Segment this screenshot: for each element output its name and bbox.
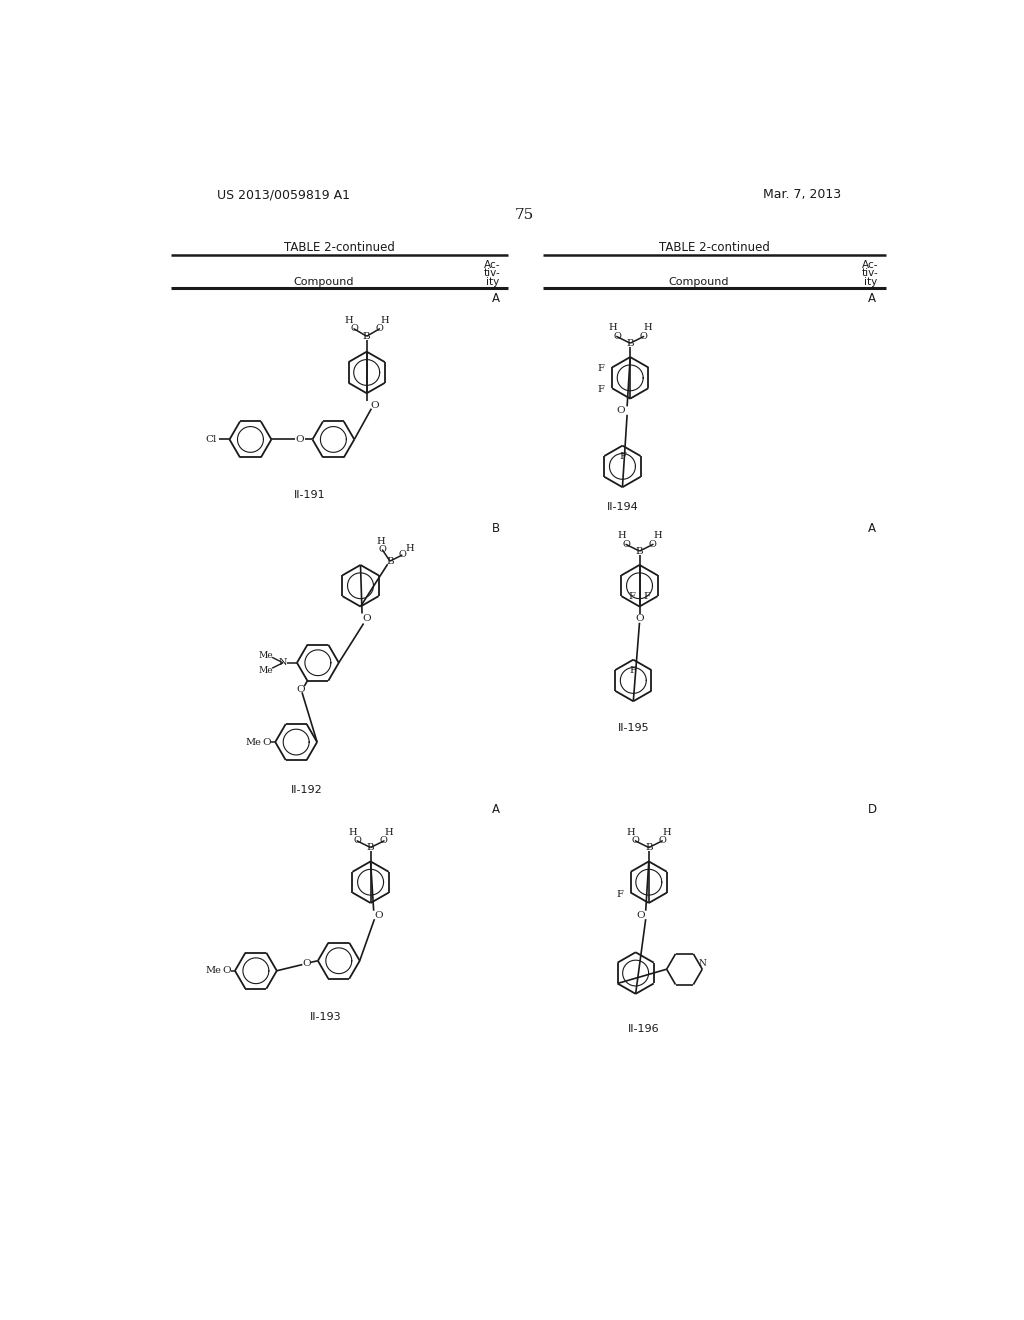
- Text: A: A: [868, 521, 876, 535]
- Text: O: O: [623, 540, 630, 549]
- Text: O: O: [635, 614, 644, 623]
- Text: Me: Me: [259, 651, 273, 660]
- Text: tiv-: tiv-: [484, 268, 501, 279]
- Text: F: F: [598, 385, 604, 395]
- Text: D: D: [867, 803, 877, 816]
- Text: O: O: [296, 436, 304, 444]
- Text: A: A: [493, 292, 500, 305]
- Text: ity: ity: [485, 277, 499, 286]
- Text: N: N: [698, 958, 707, 968]
- Text: H: H: [380, 315, 389, 325]
- Text: Mar. 7, 2013: Mar. 7, 2013: [763, 187, 841, 201]
- Text: F: F: [598, 364, 604, 374]
- Text: O: O: [616, 407, 626, 416]
- Text: O: O: [262, 738, 271, 747]
- Text: ity: ity: [864, 277, 878, 286]
- Text: Me: Me: [206, 966, 221, 975]
- Text: H: H: [627, 828, 635, 837]
- Text: O: O: [353, 836, 361, 845]
- Text: O: O: [613, 331, 621, 341]
- Text: O: O: [302, 960, 310, 969]
- Text: N: N: [279, 659, 288, 667]
- Text: O: O: [362, 614, 371, 623]
- Text: O: O: [658, 836, 666, 845]
- Text: Ac-: Ac-: [862, 260, 879, 269]
- Text: A: A: [868, 292, 876, 305]
- Text: F: F: [630, 667, 637, 675]
- Text: H: H: [663, 828, 671, 837]
- Text: B: B: [493, 521, 500, 535]
- Text: H: H: [644, 323, 652, 333]
- Text: O: O: [296, 685, 305, 694]
- Text: B: B: [367, 843, 375, 851]
- Text: O: O: [380, 836, 388, 845]
- Text: B: B: [362, 331, 371, 341]
- Text: O: O: [632, 836, 640, 845]
- Text: Compound: Compound: [294, 277, 354, 286]
- Text: F: F: [643, 591, 650, 601]
- Text: II-191: II-191: [294, 490, 326, 500]
- Text: O: O: [378, 545, 386, 554]
- Text: US 2013/0059819 A1: US 2013/0059819 A1: [217, 187, 350, 201]
- Text: F: F: [620, 451, 626, 461]
- Text: O: O: [370, 401, 379, 411]
- Text: F: F: [616, 890, 624, 899]
- Text: O: O: [350, 325, 358, 333]
- Text: F: F: [629, 591, 636, 601]
- Text: O: O: [649, 540, 656, 549]
- Text: Me: Me: [259, 667, 273, 675]
- Text: O: O: [375, 325, 383, 333]
- Text: H: H: [617, 531, 626, 540]
- Text: Ac-: Ac-: [484, 260, 501, 269]
- Text: O: O: [374, 911, 383, 920]
- Text: H: H: [348, 828, 357, 837]
- Text: H: H: [384, 828, 393, 837]
- Text: Compound: Compound: [669, 277, 729, 286]
- Text: B: B: [636, 546, 643, 556]
- Text: O: O: [398, 550, 407, 560]
- Text: 75: 75: [515, 207, 535, 222]
- Text: II-192: II-192: [291, 785, 323, 795]
- Text: Me: Me: [246, 738, 261, 747]
- Text: II-196: II-196: [628, 1023, 659, 1034]
- Text: H: H: [344, 315, 353, 325]
- Text: O: O: [222, 966, 230, 975]
- Text: H: H: [377, 537, 385, 545]
- Text: II-194: II-194: [606, 502, 638, 512]
- Text: O: O: [639, 331, 647, 341]
- Text: B: B: [645, 843, 652, 851]
- Text: Cl: Cl: [205, 436, 217, 444]
- Text: H: H: [406, 544, 414, 553]
- Text: TABLE 2-continued: TABLE 2-continued: [284, 242, 394, 255]
- Text: H: H: [608, 323, 616, 333]
- Text: II-193: II-193: [310, 1012, 341, 1022]
- Text: II-195: II-195: [617, 723, 649, 733]
- Text: B: B: [386, 557, 394, 565]
- Text: B: B: [627, 339, 634, 347]
- Text: tiv-: tiv-: [862, 268, 879, 279]
- Text: O: O: [637, 911, 645, 920]
- Text: A: A: [493, 803, 500, 816]
- Text: TABLE 2-continued: TABLE 2-continued: [658, 242, 770, 255]
- Text: H: H: [653, 531, 662, 540]
